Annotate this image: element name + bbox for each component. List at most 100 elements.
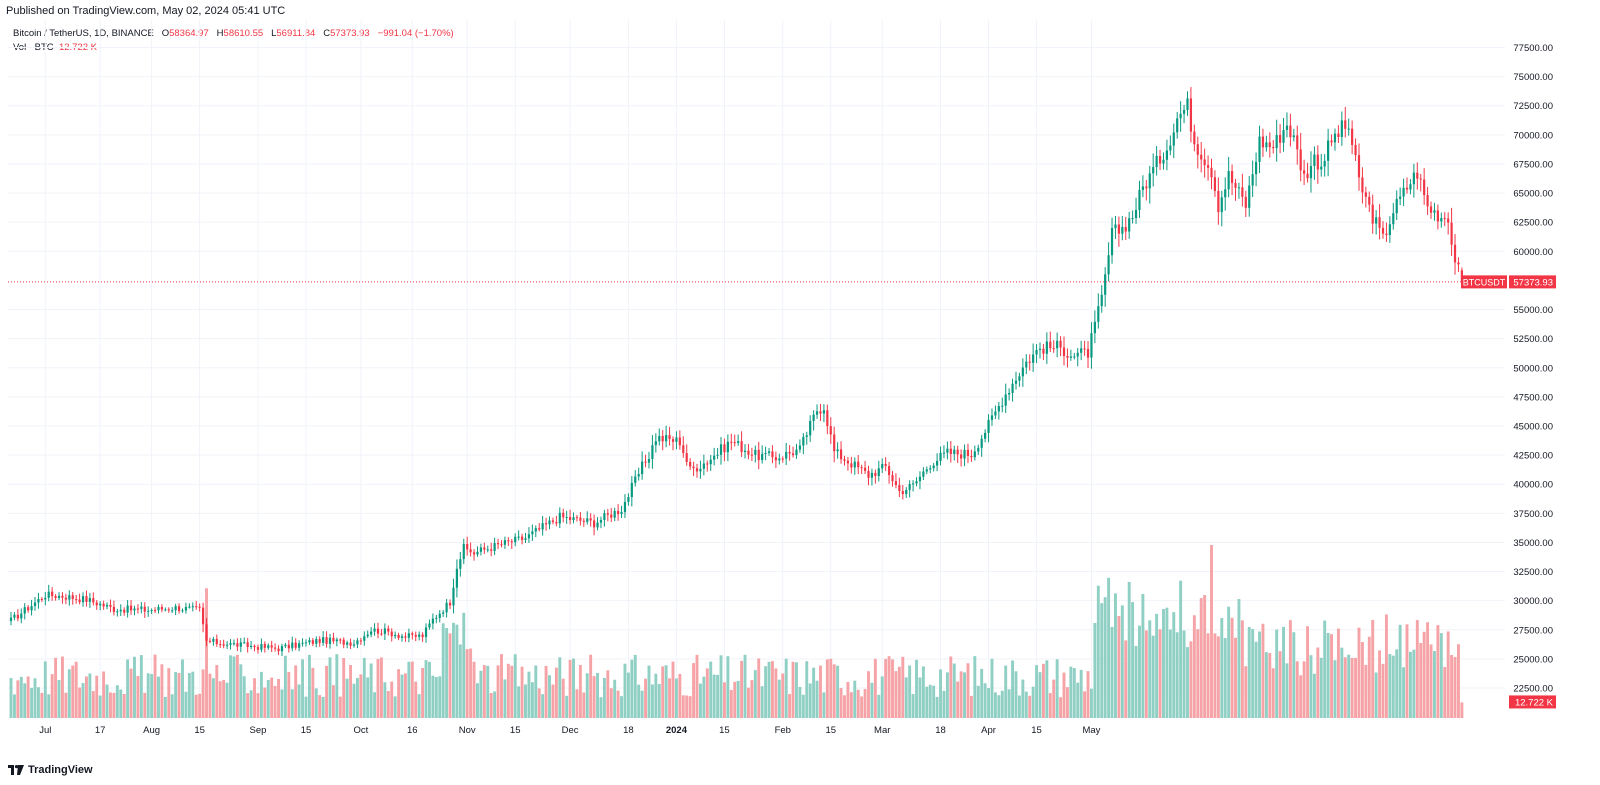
volume-bar: [568, 659, 572, 718]
time-tick-label: 16: [407, 725, 418, 736]
volume-bar: [1378, 650, 1382, 718]
candle-body: [1412, 172, 1415, 185]
volume-bar: [393, 696, 397, 718]
candle-body: [970, 456, 973, 458]
candle-body: [1176, 118, 1179, 133]
volume-bar: [1251, 628, 1255, 718]
volume-bar: [74, 661, 78, 718]
candle-body: [263, 644, 266, 648]
volume-bar: [1028, 695, 1032, 718]
volume-bar: [1021, 679, 1025, 718]
candle-body: [723, 444, 726, 453]
volume-bar: [815, 680, 819, 718]
volume-bar: [400, 674, 404, 718]
volume-bar: [369, 663, 373, 718]
volume-bar: [764, 666, 768, 718]
candle-body: [219, 644, 222, 646]
time-tick-label: Apr: [981, 725, 996, 736]
candle-body: [126, 605, 129, 613]
candle-body: [61, 595, 64, 598]
ohlc-row: Bitcoin / TetherUS, 1D, BINANCE O58364.9…: [13, 27, 454, 41]
candle-body: [877, 468, 880, 477]
candle-body: [1409, 184, 1412, 190]
time-axis: Jul 17 Aug 15 Sep 15 Oct 16 Nov 15 Dec 18 2024 15 Feb 1…: [39, 725, 1100, 736]
candle-body: [30, 606, 33, 611]
symbol-title[interactable]: Bitcoin / TetherUS, 1D, BINANCE: [13, 28, 154, 39]
candle-body: [1217, 190, 1220, 213]
candle-body: [1327, 140, 1330, 161]
volume-bar: [640, 690, 644, 718]
candle-body: [490, 549, 493, 551]
volume-bar: [578, 665, 582, 718]
volume-bar: [1004, 665, 1008, 718]
candle-body: [315, 639, 318, 644]
candle-body: [867, 470, 870, 478]
volume-bar: [486, 665, 490, 718]
volume-bar: [225, 682, 229, 718]
candle-body: [208, 640, 212, 642]
candle-body: [647, 459, 651, 463]
volume-bar: [1460, 702, 1464, 718]
volume-bar: [1045, 660, 1049, 718]
volume-bar: [674, 678, 678, 718]
candle-body: [112, 606, 115, 612]
candle-body: [541, 523, 544, 530]
candle-body: [298, 643, 301, 648]
volume-bar: [644, 678, 647, 718]
price-tick-label: 77500.00: [1513, 43, 1553, 54]
candle-body: [603, 513, 606, 520]
volume-bar: [479, 670, 483, 718]
volume-bar: [242, 676, 246, 718]
candle-body: [809, 420, 812, 436]
candle-body: [287, 644, 290, 649]
tradingview-logo[interactable]: TradingView: [8, 764, 93, 776]
candle-body: [654, 441, 657, 446]
candle-body: [860, 467, 863, 469]
candle-body: [613, 510, 616, 518]
volume-bar: [671, 661, 675, 718]
candle-body: [1172, 132, 1175, 146]
candle-body: [833, 434, 836, 452]
volume-bar: [503, 679, 507, 718]
candle-body: [1001, 405, 1004, 407]
candle-body: [44, 597, 47, 600]
volume-bar: [115, 685, 119, 718]
volume-bar: [781, 673, 785, 718]
candle-body: [887, 466, 891, 476]
volume-bar: [1450, 655, 1454, 718]
volume-bar: [513, 654, 517, 718]
volume-bar: [647, 665, 651, 718]
candlesticks: [9, 87, 1463, 656]
time-tick-label: Nov: [459, 725, 476, 736]
candle-body: [843, 459, 846, 461]
volume-bar: [1244, 666, 1248, 718]
candle-body: [68, 595, 71, 600]
volume-bar: [297, 684, 301, 718]
volume-bar: [1014, 671, 1018, 718]
volume-bar: [829, 658, 833, 718]
candle-body: [956, 449, 959, 455]
volume-bar: [685, 695, 689, 718]
volume-bar: [1120, 605, 1124, 718]
volume-bar: [428, 661, 431, 718]
volume-bar: [750, 680, 754, 718]
candle-body: [702, 463, 705, 469]
volume-bar: [1031, 686, 1035, 718]
candle-body: [1200, 154, 1203, 160]
volume-bar: [867, 671, 870, 718]
volume-bar: [1388, 654, 1392, 718]
candle-body: [1227, 171, 1230, 190]
time-tick-label: Aug: [143, 725, 160, 736]
candle-body: [908, 484, 911, 490]
time-tick-label: Oct: [353, 725, 368, 736]
volume-bar: [1340, 647, 1344, 718]
volume-bar: [1367, 636, 1371, 718]
price-tick-label: 50000.00: [1513, 363, 1553, 374]
change-value: −991.04 (−1.70%): [377, 28, 454, 39]
volume-bar: [1343, 657, 1347, 718]
volume-bar: [1391, 655, 1395, 718]
volume-bar: [966, 663, 970, 718]
volume-bar: [681, 695, 685, 718]
candle-body: [479, 547, 483, 552]
